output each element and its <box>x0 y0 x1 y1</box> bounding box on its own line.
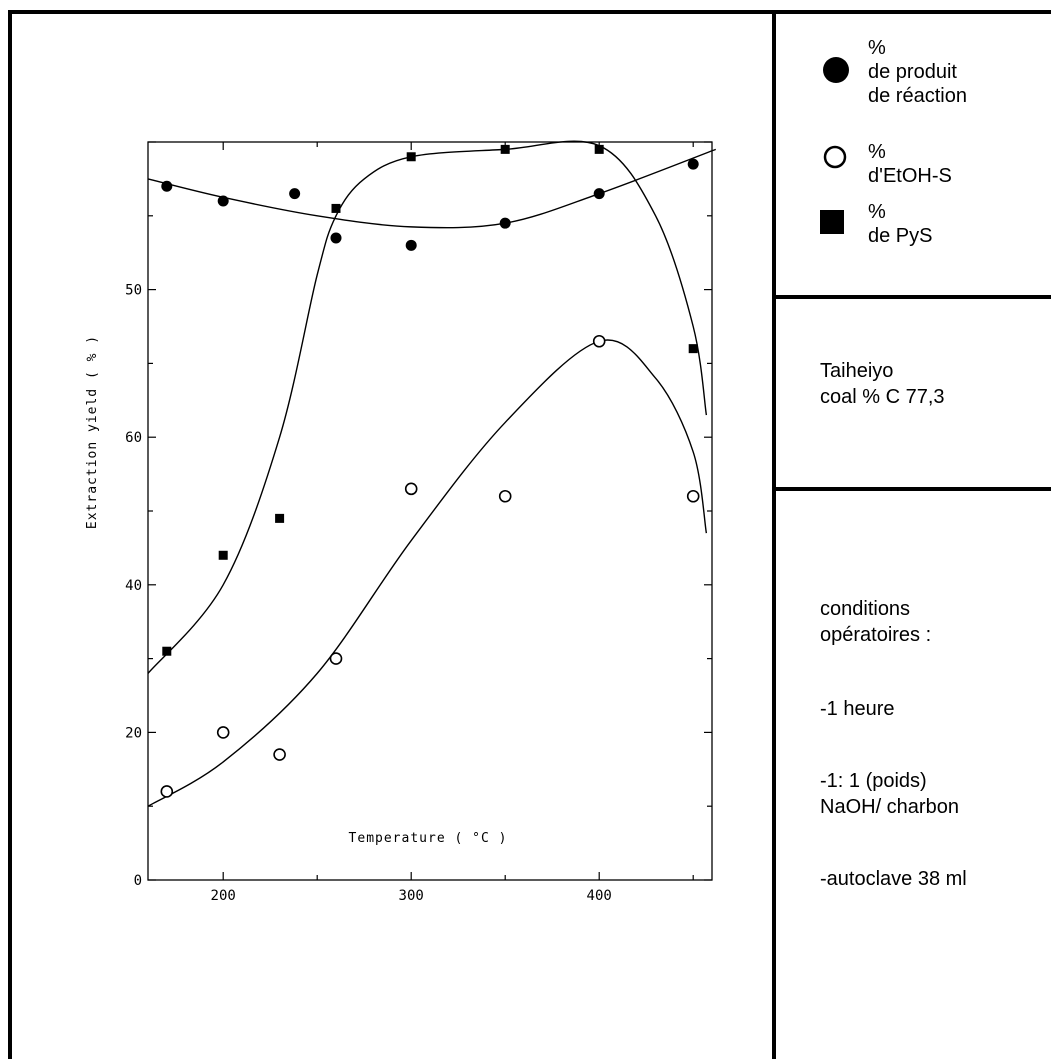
point-pys <box>594 144 604 154</box>
condition-ratio: -1: 1 (poids) NaOH/ charbon <box>820 770 959 818</box>
point-reaction-product <box>161 180 173 192</box>
point-etoh-s <box>404 482 418 496</box>
y-tick-label: 20 <box>125 725 142 741</box>
point-etoh-s <box>592 334 606 348</box>
point-etoh-s <box>686 489 700 503</box>
point-pys <box>406 152 416 162</box>
point-etoh-s <box>498 489 512 503</box>
fit-curve-0 <box>147 148 717 229</box>
y-tick-label: 60 <box>125 430 142 446</box>
point-reaction-product <box>499 217 511 229</box>
legend-label-etoh-s: % d'EtOH-S <box>868 141 952 187</box>
yield-chart: 0 20 40 60 50 200 300 400 Temperature ( °C ) Ex… <box>85 140 717 904</box>
point-etoh-s <box>216 726 230 739</box>
conditions-title: conditions opératoires : <box>820 598 932 646</box>
point-etoh-s <box>273 748 286 761</box>
point-pys <box>331 203 341 213</box>
x-tick-label: 400 <box>587 888 612 904</box>
y-tick-label: 50 <box>125 283 142 299</box>
point-reaction-product <box>330 232 342 244</box>
point-pys <box>500 144 510 154</box>
x-tick-label: 200 <box>211 888 236 904</box>
fit-curve-1 <box>147 339 708 807</box>
y-tick-label: 0 <box>134 873 142 889</box>
point-reaction-product <box>687 158 699 170</box>
point-pys <box>275 513 285 523</box>
point-reaction-product <box>289 188 301 200</box>
legend-label-pys: % de PyS <box>868 201 933 247</box>
sample-info: Taiheiyo coal % C 77,3 <box>820 360 945 408</box>
point-etoh-s <box>329 652 343 665</box>
point-reaction-product <box>593 188 605 200</box>
point-pys <box>162 646 172 656</box>
condition-duration: -1 heure <box>820 698 895 720</box>
y-axis-title: Extraction yield ( % ) <box>85 335 100 529</box>
legend-label-reaction-product: % de produit de réaction <box>868 37 967 107</box>
point-reaction-product <box>405 239 417 251</box>
open-circle-marker <box>823 145 847 169</box>
filled-circle-marker <box>823 57 849 83</box>
x-axis-title: Temperature ( °C ) <box>349 831 508 846</box>
filled-square-marker <box>820 210 844 234</box>
plot-frame <box>147 141 713 881</box>
point-reaction-product <box>217 195 229 207</box>
point-etoh-s <box>160 785 174 798</box>
condition-autoclave: -autoclave 38 ml <box>820 868 967 890</box>
y-tick-label: 40 <box>125 578 142 594</box>
fit-curve-2 <box>147 140 708 674</box>
point-pys <box>688 344 698 354</box>
x-tick-label: 300 <box>399 888 424 904</box>
point-pys <box>218 550 228 560</box>
